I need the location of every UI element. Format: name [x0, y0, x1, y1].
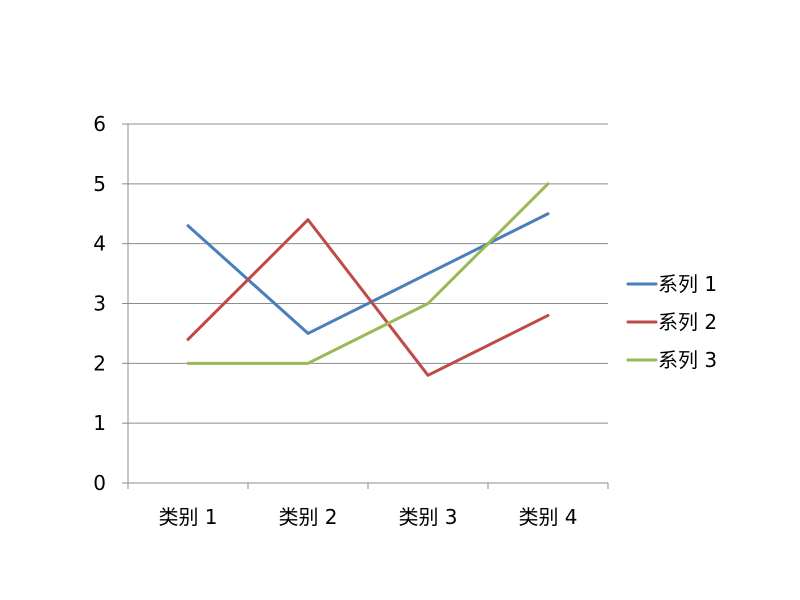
- y-tick-label: 4: [93, 232, 106, 256]
- x-category-label: 类别 3: [398, 505, 457, 529]
- series-lines: [186, 182, 550, 377]
- y-tick-label: 0: [93, 471, 106, 495]
- axes: [122, 123, 609, 489]
- x-category-label: 类别 2: [278, 505, 337, 529]
- y-tick-label: 3: [93, 292, 106, 316]
- y-tick-label: 1: [93, 411, 106, 435]
- series-line-2: [186, 218, 550, 377]
- y-tick-label: 6: [93, 112, 106, 136]
- gridlines: [128, 123, 608, 424]
- legend-label-1: 系列 1: [658, 272, 717, 296]
- y-tick-label: 2: [93, 351, 106, 375]
- legend: 系列 1 系列 2 系列 3: [626, 272, 717, 372]
- legend-label-3: 系列 3: [658, 348, 717, 372]
- y-tick-label: 5: [93, 172, 106, 196]
- x-category-label: 类别 4: [518, 505, 577, 529]
- x-category-label: 类别 1: [158, 505, 217, 529]
- legend-label-2: 系列 2: [658, 310, 717, 334]
- series-line-3: [186, 182, 550, 365]
- x-axis-category-labels: 类别 1 类别 2 类别 3 类别 4: [158, 505, 577, 529]
- series-line-1: [186, 212, 550, 335]
- y-axis-tick-labels: 0 1 2 3 4 5 6: [93, 112, 106, 495]
